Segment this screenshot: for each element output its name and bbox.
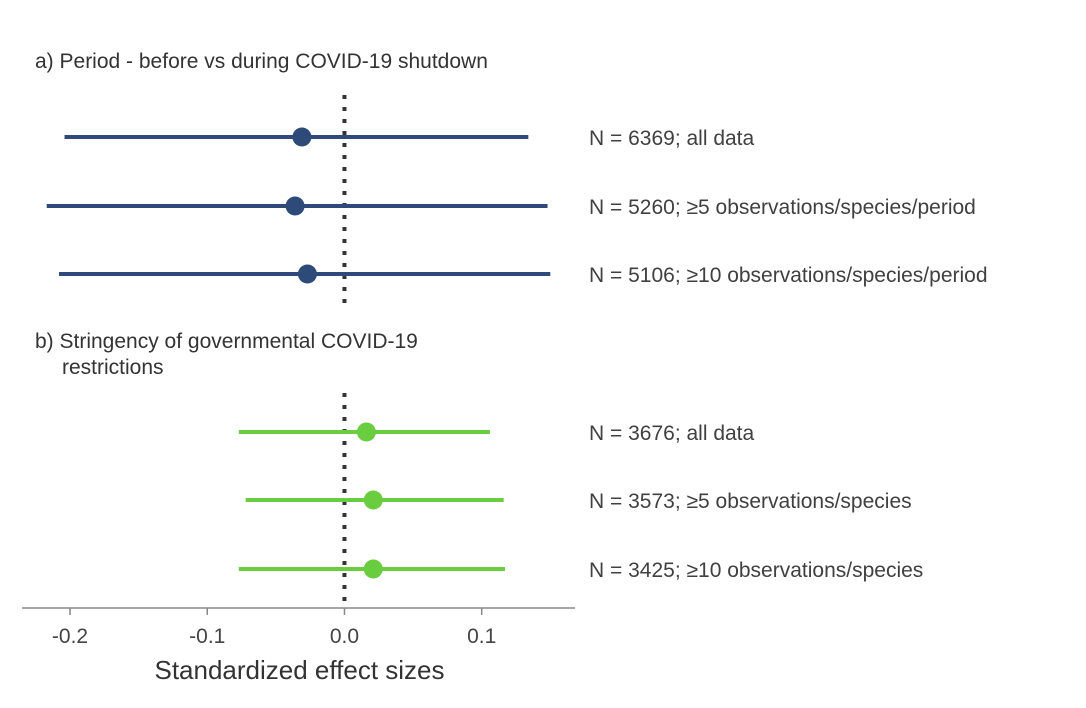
panel-title-2: b) Stringency of governmental COVID-19 — [35, 330, 418, 353]
row-label-1-2: N = 5260; ≥5 observations/species/period — [589, 196, 976, 219]
point-estimate-2-2 — [363, 490, 383, 510]
x-tick-label-1: -0.1 — [189, 625, 225, 648]
panel-title-1: a) Period - before vs during COVID-19 sh… — [35, 50, 488, 73]
row-label-1-3: N = 5106; ≥10 observations/species/perio… — [589, 264, 988, 287]
point-estimate-2-3 — [363, 559, 383, 579]
point-estimate-1-1 — [292, 127, 312, 147]
point-estimate-1-2 — [285, 196, 305, 216]
point-estimate-1-3 — [297, 264, 317, 284]
panel-title-2-line2: restrictions — [62, 356, 164, 379]
x-tick-label-3: 0.1 — [467, 625, 496, 648]
row-label-2-3: N = 3425; ≥10 observations/species — [589, 559, 923, 582]
row-label-2-2: N = 3573; ≥5 observations/species — [589, 490, 912, 513]
x-axis-title: Standardized effect sizes — [154, 655, 444, 685]
point-estimate-2-1 — [356, 422, 376, 442]
x-tick-label-2: 0.0 — [330, 625, 359, 648]
row-label-2-1: N = 3676; all data — [589, 422, 755, 445]
x-tick-label-0: -0.2 — [52, 625, 88, 648]
row-label-1-1: N = 6369; all data — [589, 127, 755, 150]
